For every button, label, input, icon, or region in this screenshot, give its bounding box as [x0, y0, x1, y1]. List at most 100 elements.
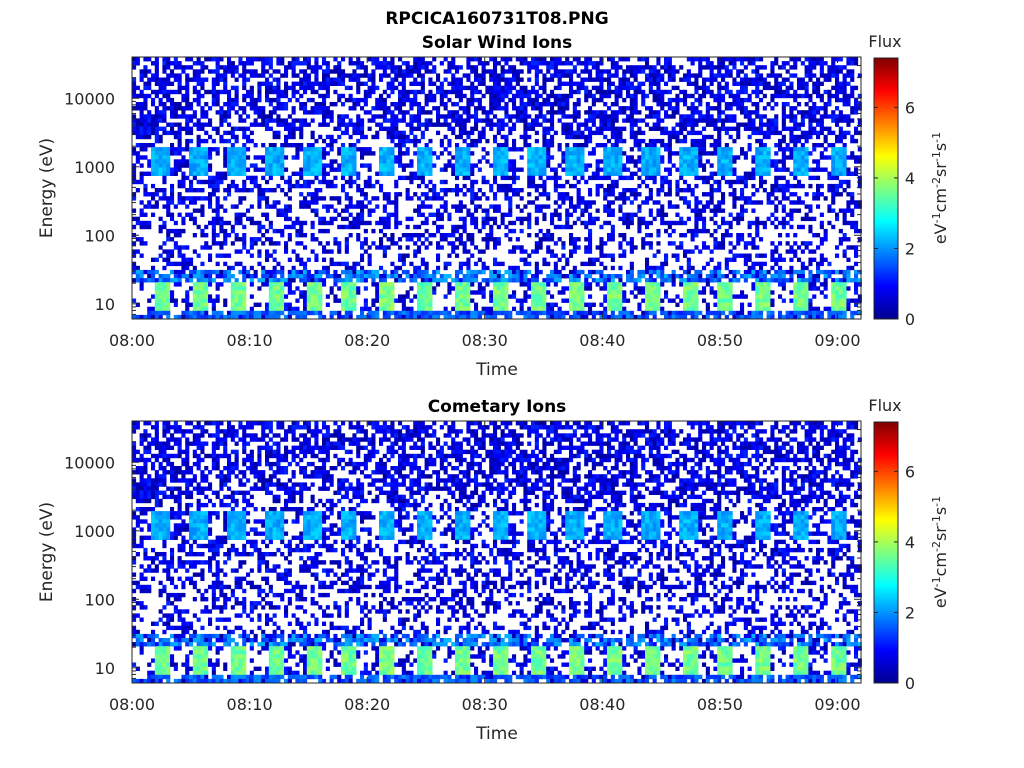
heatmap-cell — [519, 93, 524, 99]
heatmap-cell — [835, 212, 840, 217]
heatmap-cell — [588, 69, 593, 74]
heatmap-cell — [268, 204, 273, 209]
heatmap-cell — [755, 138, 760, 144]
heatmap-cell — [580, 130, 585, 136]
heatmap-cell — [800, 167, 805, 172]
heatmap-cell — [797, 224, 802, 230]
heatmap-cell — [185, 122, 190, 127]
heatmap-cell — [318, 93, 323, 99]
heatmap-cell — [683, 249, 688, 254]
heatmap-cell — [242, 155, 247, 160]
heatmap-cell — [211, 89, 216, 95]
heatmap-cell — [344, 122, 349, 127]
heatmap-cell — [337, 126, 342, 131]
heatmap-cell — [626, 114, 631, 119]
heatmap-cell — [139, 212, 144, 217]
heatmap-cell — [629, 216, 634, 222]
heatmap-cell — [607, 73, 612, 78]
heatmap-cell — [781, 196, 786, 201]
heatmap-cell — [208, 106, 213, 111]
heatmap-cell — [276, 69, 281, 74]
heatmap-cell — [819, 224, 824, 230]
heatmap-cell — [550, 134, 555, 140]
heatmap-cell — [477, 118, 482, 123]
heatmap-cell — [227, 147, 232, 152]
heatmap-cell — [569, 212, 574, 217]
heatmap-cell — [219, 171, 224, 176]
heatmap-cell — [443, 163, 448, 168]
heatmap-cell — [679, 122, 684, 127]
heatmap-cell — [181, 106, 186, 111]
heatmap-cell — [580, 208, 585, 213]
heatmap-cell — [166, 57, 171, 62]
heatmap-cell — [314, 69, 319, 74]
heatmap-cell — [743, 151, 748, 156]
heatmap-cell — [702, 208, 707, 213]
heatmap-cell — [698, 159, 703, 164]
heatmap-cell — [451, 224, 456, 230]
heatmap-cell — [481, 106, 486, 111]
heatmap-cell — [660, 130, 665, 136]
heatmap-cell — [629, 147, 634, 152]
heatmap-cell — [838, 81, 843, 86]
heatmap-cell — [439, 216, 444, 222]
heatmap-cell — [500, 69, 505, 74]
heatmap-cell — [854, 200, 859, 205]
heatmap-cell — [645, 151, 650, 156]
heatmap-cell — [747, 224, 752, 230]
heatmap-cell — [295, 81, 300, 86]
heatmap-cell — [287, 179, 292, 185]
heatmap-cell — [599, 57, 604, 62]
heatmap-cell — [816, 122, 821, 127]
heatmap-cell — [348, 57, 353, 62]
heatmap-cell — [766, 147, 771, 152]
heatmap-cell — [303, 155, 308, 160]
heatmap-cell — [819, 106, 824, 111]
heatmap-cell — [698, 65, 703, 70]
heatmap-cell — [177, 114, 182, 119]
heatmap-cell — [500, 171, 505, 176]
heatmap-cell — [588, 151, 593, 156]
heatmap-cell — [436, 241, 441, 246]
heatmap-cell — [721, 208, 726, 213]
heatmap-cell — [443, 102, 448, 107]
heatmap-cell — [151, 196, 156, 201]
heatmap-cell — [595, 65, 600, 70]
heatmap-cell — [135, 102, 140, 107]
heatmap-cell — [683, 167, 688, 172]
heatmap-cell — [493, 97, 498, 103]
heatmap-cell — [781, 159, 786, 164]
heatmap-cell — [234, 183, 239, 189]
heatmap-cell — [192, 249, 197, 254]
heatmap-cell — [455, 188, 460, 193]
heatmap-cell — [249, 237, 254, 242]
heatmap-cell — [508, 81, 513, 86]
heatmap-cell — [398, 245, 403, 250]
heatmap-cell — [523, 143, 528, 148]
heatmap-cell — [508, 175, 513, 181]
heatmap-cell — [394, 118, 399, 123]
heatmap-cell — [451, 77, 456, 82]
heatmap-cell — [584, 245, 589, 250]
heatmap-cell — [215, 81, 220, 86]
heatmap-cell — [793, 175, 798, 181]
heatmap-cell — [493, 134, 498, 140]
heatmap-cell — [572, 102, 577, 107]
heatmap-cell — [413, 65, 418, 70]
heatmap-cell — [797, 126, 802, 131]
heatmap-cell — [804, 241, 809, 246]
heatmap-cell — [626, 167, 631, 172]
heatmap-cell — [724, 65, 729, 70]
heatmap-cell — [835, 188, 840, 193]
heatmap-cell — [455, 65, 460, 70]
heatmap-cell — [291, 73, 296, 78]
heatmap-cell — [151, 159, 156, 164]
heatmap-cell — [276, 163, 281, 168]
heatmap-cell — [470, 69, 475, 74]
heatmap-cell — [827, 97, 832, 103]
heatmap-cell — [249, 102, 254, 107]
heatmap-cell — [147, 171, 152, 176]
heatmap-cell — [257, 253, 262, 258]
heatmap-cell — [386, 118, 391, 123]
heatmap-cell — [455, 228, 460, 234]
